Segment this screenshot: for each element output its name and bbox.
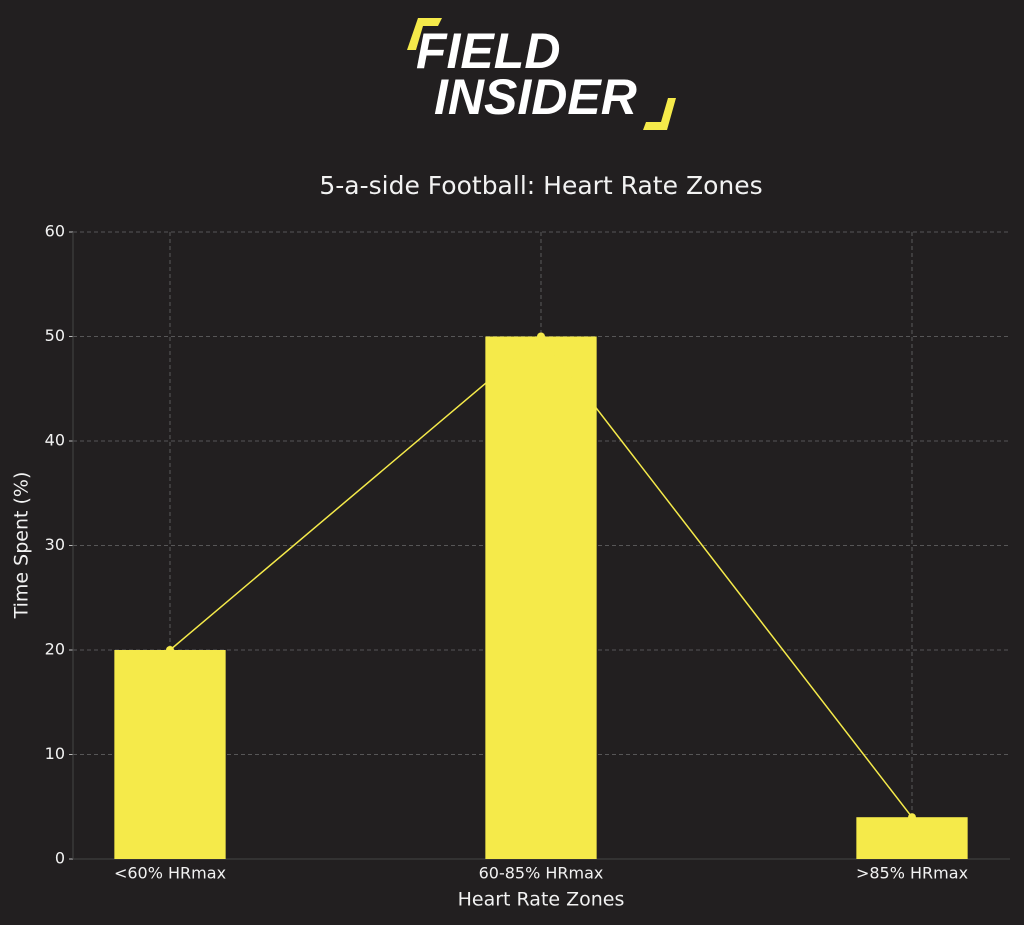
y-tick-label: 50 xyxy=(45,326,65,345)
x-tick-label: 60-85% HRmax xyxy=(479,864,604,883)
line-marker xyxy=(908,813,916,822)
x-tick-label: >85% HRmax xyxy=(856,864,968,883)
logo-bracket xyxy=(407,18,442,50)
y-tick-label: 40 xyxy=(45,431,65,450)
y-tick-label: 0 xyxy=(55,849,65,868)
y-tick-label: 60 xyxy=(45,222,65,241)
bar xyxy=(856,817,968,859)
chart-title: 5-a-side Football: Heart Rate Zones xyxy=(319,171,762,200)
x-tick-label: <60% HRmax xyxy=(114,864,226,883)
logo-text: INSIDER xyxy=(434,69,637,125)
bar xyxy=(485,336,597,859)
line-marker xyxy=(166,646,174,654)
y-tick-label: 10 xyxy=(45,744,65,763)
y-tick-label: 20 xyxy=(45,640,65,659)
logo-bracket xyxy=(643,98,676,130)
line-marker xyxy=(537,332,545,341)
y-tick-label: 30 xyxy=(45,535,65,554)
bar xyxy=(114,650,226,859)
y-axis-label: Time Spent (%) xyxy=(11,472,33,620)
logo: FIELD INSIDER xyxy=(407,18,676,130)
x-axis-label: Heart Rate Zones xyxy=(458,889,625,911)
logo-text: FIELD xyxy=(416,23,560,79)
